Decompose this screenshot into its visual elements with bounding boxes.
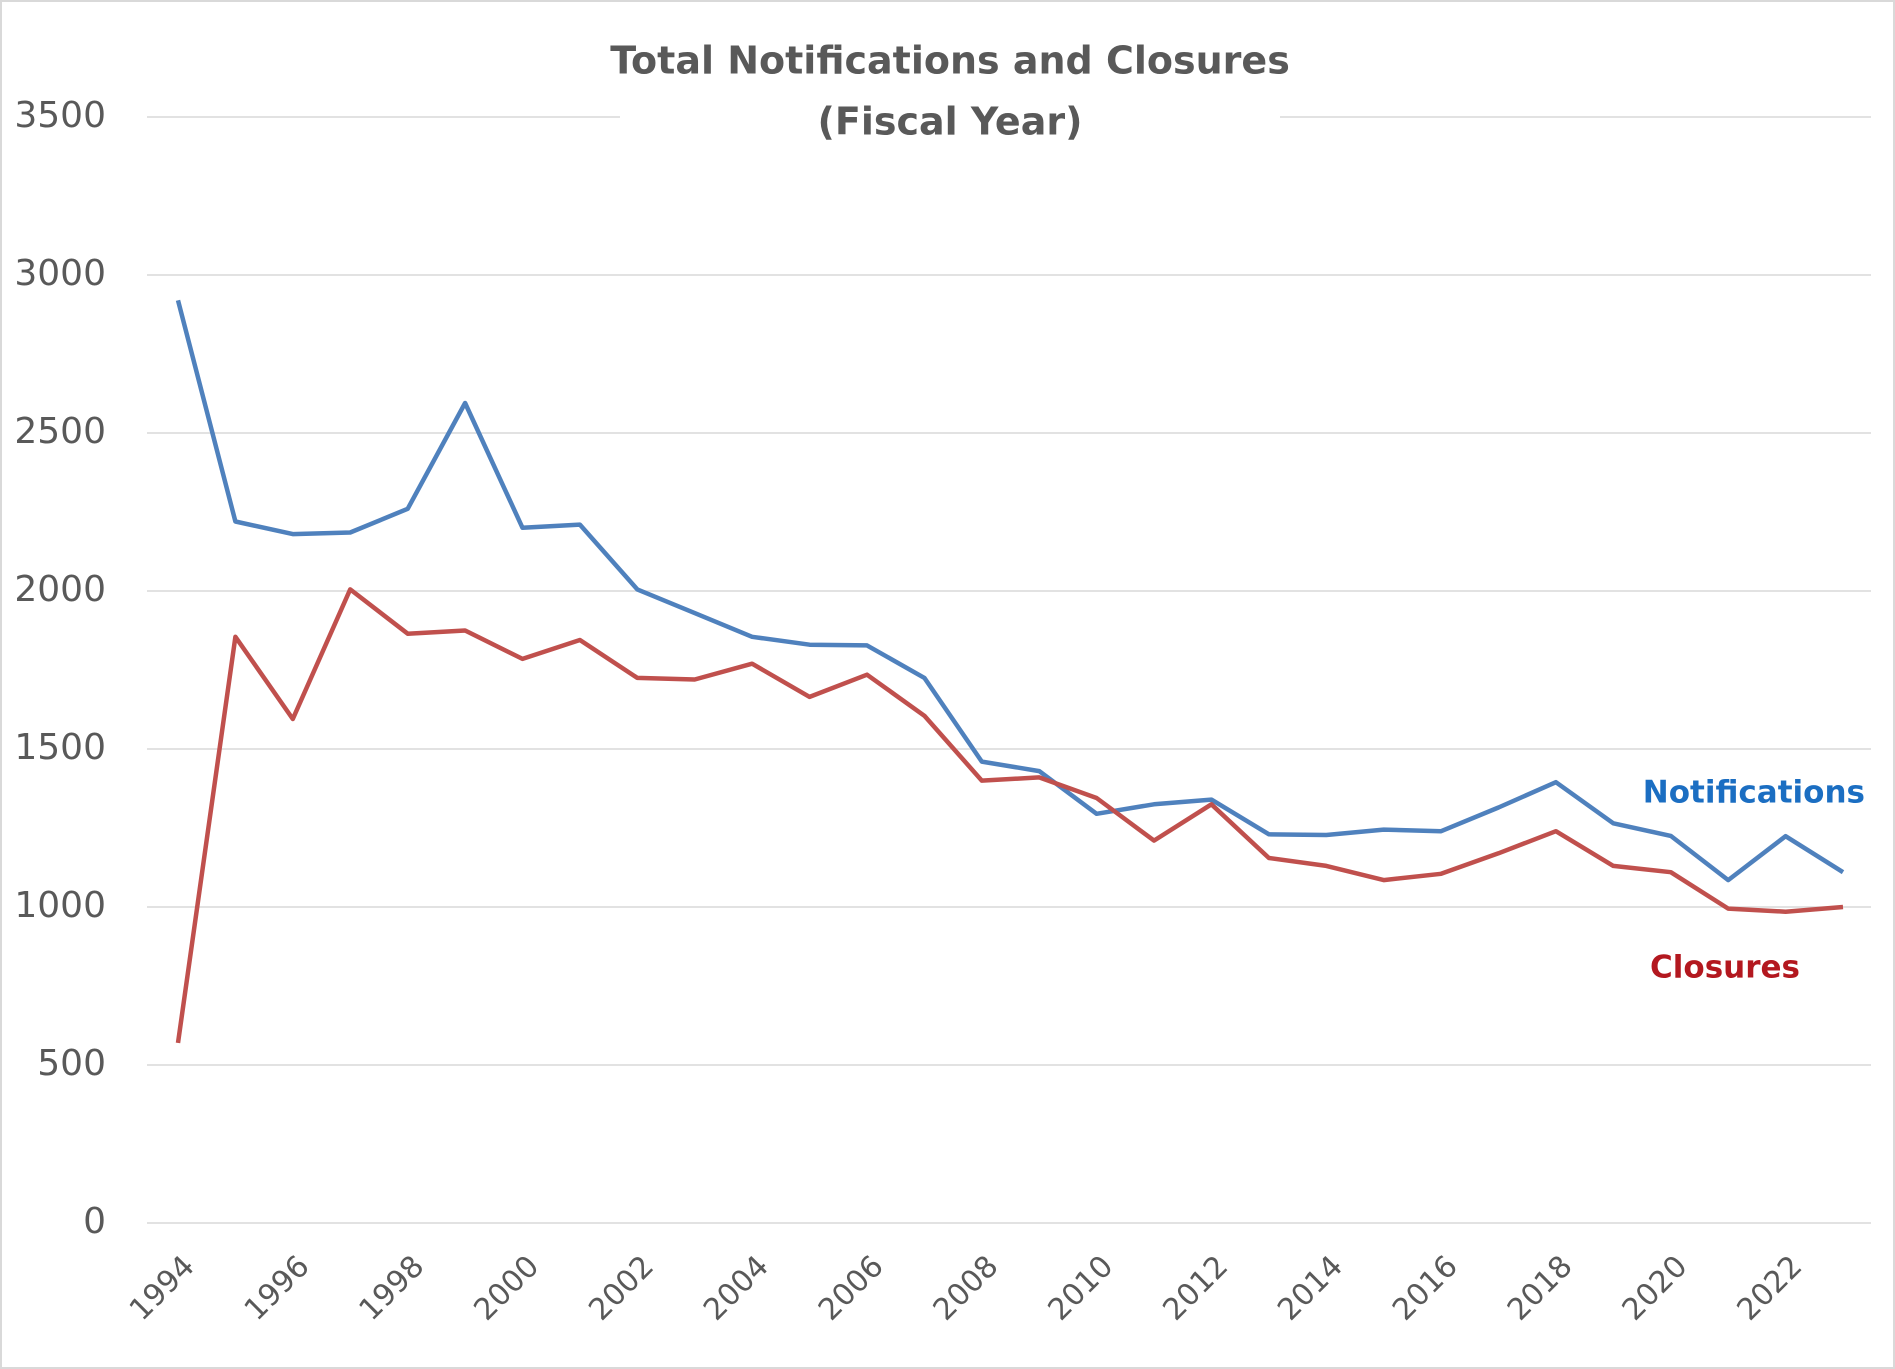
y-tick-label: 1000 (14, 885, 106, 926)
y-tick-label: 0 (83, 1201, 106, 1242)
lines (175, 299, 1845, 1044)
grid (147, 116, 1871, 1224)
series-line (175, 299, 1845, 883)
y-tick-label: 2000 (14, 569, 106, 610)
series-label: Notifications (1643, 775, 1865, 811)
series-label: Closures (1650, 950, 1800, 986)
title-background (620, 30, 1280, 160)
chart-subtitle: (Fiscal Year) (818, 100, 1083, 144)
series-line (175, 587, 1844, 1044)
y-tick-label: 3500 (14, 95, 106, 136)
y-tick-label: 500 (37, 1043, 106, 1084)
chart-title: Total Notifications and Closures (610, 39, 1290, 83)
y-tick-label: 3000 (14, 253, 106, 294)
y-tick-label: 2500 (14, 411, 106, 452)
y-tick-label: 1500 (14, 727, 106, 768)
